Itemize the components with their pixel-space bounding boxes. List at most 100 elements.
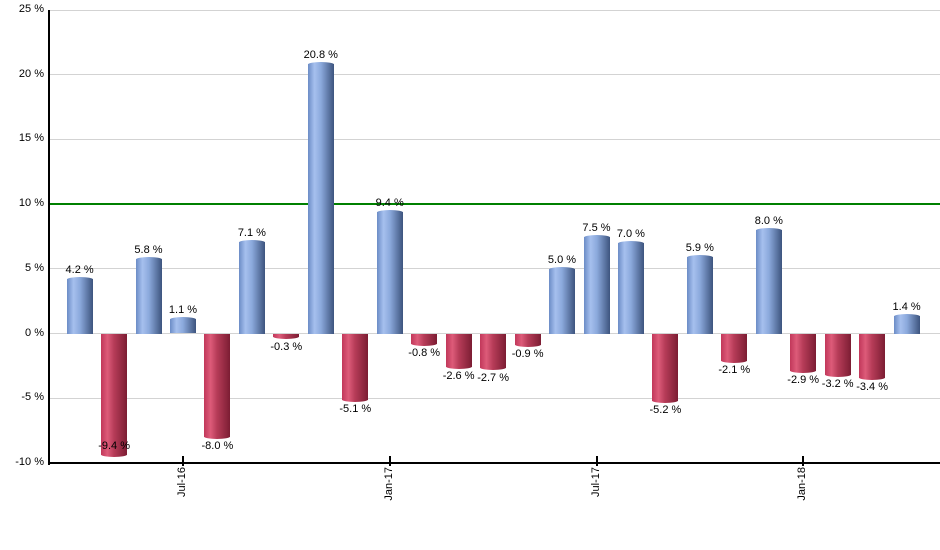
- x-axis-tick-label: Jan-18: [796, 467, 808, 506]
- bar-value-label: 5.8 %: [134, 243, 163, 256]
- y-axis-tick-label: 15 %: [18, 132, 44, 145]
- bar-end-cap: [893, 313, 920, 319]
- bar-value-label: -9.4 %: [98, 440, 130, 453]
- bar-value-label: -5.2 %: [649, 403, 682, 416]
- bar-end-cap: [790, 368, 817, 374]
- bar-value-label: -0.3 %: [270, 340, 303, 353]
- bar[interactable]: [135, 256, 162, 334]
- bar-value-label: 5.9 %: [685, 242, 714, 255]
- bar-value-label: -0.9 %: [511, 348, 544, 361]
- bar-end-cap: [549, 266, 575, 272]
- y-axis-tick-label: 10 %: [18, 197, 44, 210]
- x-axis-tick-label: Jul-17: [590, 467, 602, 502]
- gridline: [50, 74, 940, 76]
- bar-end-cap: [376, 209, 403, 215]
- bar[interactable]: [514, 333, 541, 348]
- bar[interactable]: [824, 333, 851, 377]
- bar-value-label: -2.7 %: [477, 371, 509, 384]
- bar[interactable]: [307, 62, 334, 334]
- bar-end-cap: [859, 374, 886, 380]
- bar-value-label: -5.1 %: [339, 402, 372, 415]
- bar-value-label: -2.1 %: [718, 363, 751, 376]
- x-axis-tick: [595, 456, 598, 466]
- gridline: [50, 397, 940, 399]
- x-axis-tick-label-text: Jan-17: [382, 467, 395, 501]
- bar[interactable]: [617, 241, 644, 334]
- gridline: [50, 138, 940, 140]
- bar[interactable]: [721, 333, 748, 363]
- y-axis-tick-label: 20 %: [18, 67, 44, 80]
- x-axis-tick-label: Jan-17: [383, 467, 395, 506]
- x-axis-tick-label-text: Jul-17: [589, 467, 602, 497]
- bar[interactable]: [549, 266, 575, 334]
- x-axis: [48, 462, 940, 464]
- bar[interactable]: [101, 333, 128, 458]
- gridline: [50, 268, 940, 270]
- bar-end-cap: [617, 241, 644, 246]
- bar[interactable]: [583, 234, 610, 334]
- bar-value-label: 20.8 %: [303, 49, 338, 62]
- bar-end-cap: [411, 340, 438, 346]
- bar-value-label: 5.0 %: [547, 253, 577, 266]
- bar-value-label: 9.4 %: [375, 196, 404, 209]
- y-axis-tick-label: -5 %: [21, 391, 44, 404]
- bar-end-cap: [514, 342, 541, 348]
- bar-end-cap: [273, 334, 300, 340]
- bar-end-cap: [307, 62, 334, 68]
- bar-end-cap: [238, 239, 265, 245]
- bar-value-label: 7.1 %: [237, 226, 266, 239]
- y-axis-tick-label: 0 %: [25, 326, 44, 339]
- bar-end-cap: [445, 364, 472, 370]
- bar-value-label: -3.2 %: [821, 378, 854, 390]
- bar[interactable]: [342, 333, 369, 402]
- bar[interactable]: [859, 333, 886, 380]
- bar[interactable]: [238, 239, 265, 334]
- bar-end-cap: [721, 357, 748, 363]
- bar[interactable]: [273, 333, 300, 340]
- bar[interactable]: [686, 255, 713, 334]
- y-axis-tick-label: 5 %: [25, 261, 44, 274]
- bar-end-cap: [824, 371, 851, 377]
- y-axis-tick-label: 25 %: [18, 3, 44, 15]
- bar-value-label: 8.0 %: [754, 215, 783, 227]
- bar-value-label: 1.4 %: [892, 300, 921, 313]
- x-axis-tick: [182, 456, 184, 466]
- x-axis-tick-label-text: Jan-18: [796, 467, 809, 501]
- reference-line: [50, 203, 940, 206]
- bar-end-cap: [342, 396, 369, 402]
- y-axis: [48, 10, 50, 465]
- bar-value-label: -3.4 %: [856, 380, 888, 393]
- bar-end-cap: [101, 452, 128, 458]
- bar-value-label: -2.6 %: [442, 370, 475, 383]
- bar[interactable]: [652, 333, 679, 403]
- bar-value-label: 4.2 %: [65, 264, 94, 277]
- bar-value-label: 1.1 %: [168, 304, 198, 317]
- bar[interactable]: [445, 333, 472, 370]
- bar-end-cap: [204, 434, 231, 440]
- bar[interactable]: [170, 317, 196, 334]
- bar-value-label: 7.5 %: [582, 221, 611, 234]
- bar-value-label: -0.8 %: [408, 346, 441, 359]
- bar[interactable]: [66, 277, 93, 334]
- bar[interactable]: [204, 333, 231, 440]
- bar-end-cap: [652, 397, 679, 403]
- bar-value-label: -2.9 %: [787, 374, 820, 387]
- y-axis-tick-label: -10 %: [15, 456, 44, 468]
- bar-value-label: -8.0 %: [201, 440, 234, 453]
- bar-end-cap: [135, 256, 162, 262]
- x-axis-tick-label: Jul-16: [176, 467, 188, 502]
- bar-end-cap: [170, 317, 196, 323]
- bar-end-cap: [66, 277, 93, 283]
- bar[interactable]: [376, 209, 403, 334]
- bar-end-cap: [686, 255, 713, 261]
- gridline: [50, 9, 940, 11]
- bar-value-label: 7.0 %: [616, 228, 645, 240]
- bar[interactable]: [893, 313, 920, 334]
- bar[interactable]: [790, 333, 817, 374]
- bar[interactable]: [480, 333, 507, 371]
- bar[interactable]: [755, 228, 782, 334]
- x-axis-tick-label-text: Jul-16: [176, 467, 188, 497]
- bar-end-cap: [480, 365, 507, 371]
- bar[interactable]: [411, 333, 438, 346]
